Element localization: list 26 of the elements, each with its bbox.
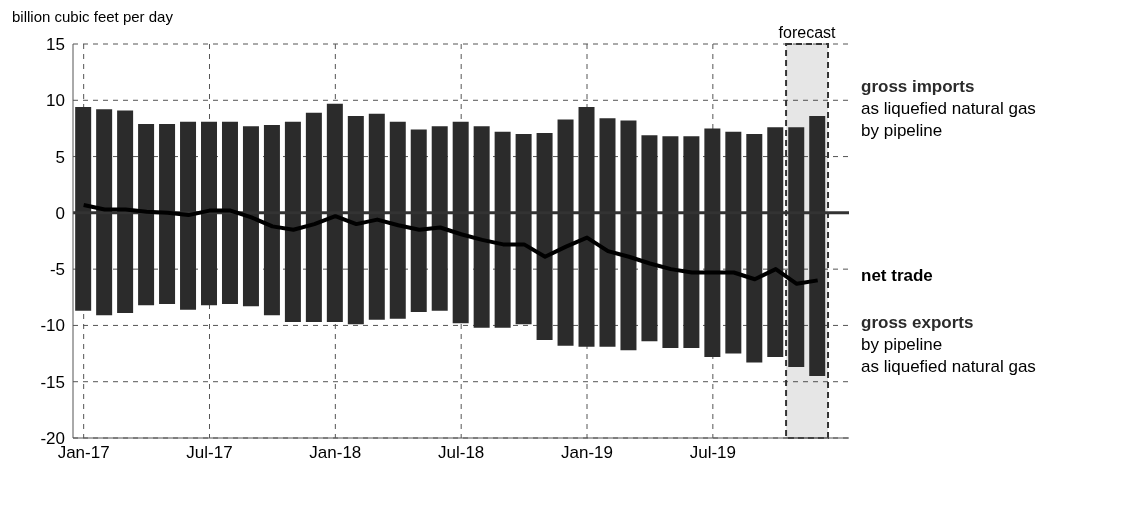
bar [138,123,155,213]
text: by pipeline [861,333,944,356]
text: gross exports [861,311,975,334]
bar [221,121,238,213]
band-label: forecast [778,24,837,41]
y-tick-label: 0 [55,203,65,223]
y-tick-label: -15 [40,372,65,392]
x-tick-label: Jul-19 [689,443,736,463]
text: net trade [861,264,933,287]
line-series [81,202,820,286]
text: gross imports [861,75,976,98]
bar [201,121,218,213]
text: by pipeline [861,119,944,142]
text: as liquefied natural gas [861,97,1036,120]
y-tick-label: 5 [55,147,65,167]
y-tick-label: 15 [46,35,65,55]
x-tick-label: Jan-18 [309,443,362,463]
x-tick-label: Jul-17 [186,443,233,463]
y-tick-label: -10 [40,316,65,336]
y-axis-title: billion cubic feet per day [12,8,173,25]
text: as liquefied natural gas [861,355,1036,378]
y-tick-label: 10 [46,91,65,111]
y-tick-label: -5 [49,260,65,280]
x-tick-label: Jul-18 [438,443,485,463]
bar [159,212,176,305]
x-tick-label: Jan-19 [561,443,613,463]
